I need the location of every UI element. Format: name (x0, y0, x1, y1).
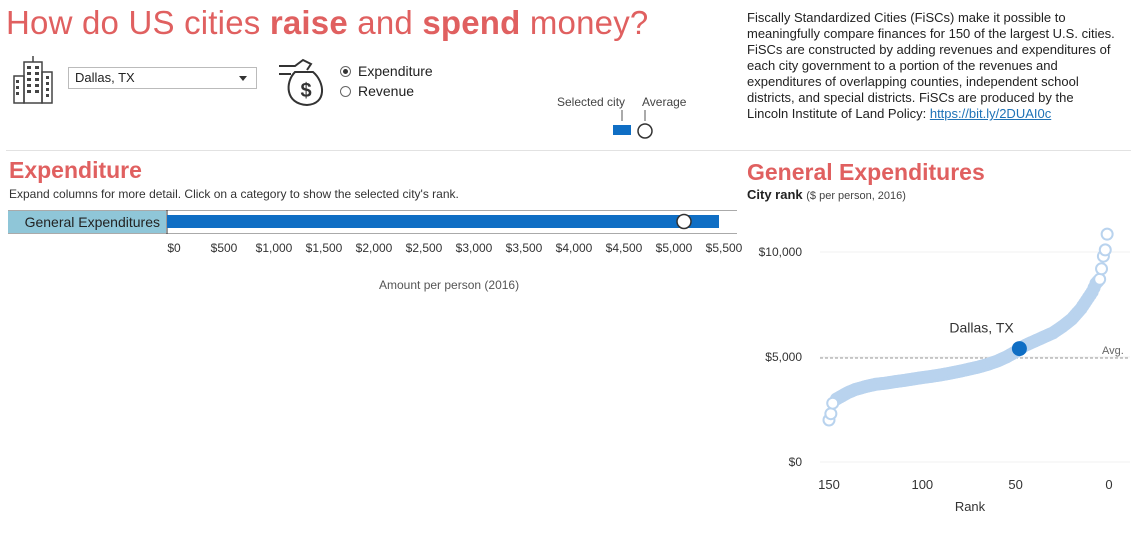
rank-subtitle: City rank ($ per person, 2016) (747, 187, 906, 202)
bar-x-tick: $500 (210, 241, 238, 255)
x-tick-label: 50 (1008, 477, 1022, 492)
title-raise: raise (269, 4, 348, 41)
category-label-general-expenditures[interactable]: General Expenditures (8, 211, 166, 233)
radio-revenue-label: Revenue (358, 83, 415, 99)
radio-expenditure-label: Expenditure (358, 63, 433, 79)
legend-average-label: Average (642, 95, 687, 109)
description-body: Fiscally Standardized Cities (FiSCs) mak… (747, 10, 1115, 121)
city-point-outline (1100, 227, 1114, 241)
money-bag-icon: $ (279, 58, 323, 107)
bar-x-tick: $4,500 (605, 241, 643, 255)
bar-x-tick: $4,000 (555, 241, 593, 255)
city-point-outline (1093, 272, 1107, 286)
city-buildings-icon (13, 56, 53, 104)
average-marker (676, 213, 692, 230)
bar-x-tick: $3,000 (455, 241, 493, 255)
bar-x-tick: $1,500 (305, 241, 343, 255)
highlight-label: Dallas, TX (949, 320, 1014, 336)
y-tick-label: $5,000 (765, 350, 802, 364)
city-select[interactable]: Dallas, TX (68, 67, 257, 89)
city-point-outline (826, 396, 840, 410)
rank-subtitle-small: ($ per person, 2016) (806, 190, 906, 202)
expenditure-subtitle: Expand columns for more detail. Click on… (9, 187, 459, 201)
city-point-outline (1095, 262, 1109, 276)
description-text: Fiscally Standardized Cities (FiSCs) mak… (747, 10, 1117, 122)
bar-x-tick: $5,000 (655, 241, 693, 255)
title-spend: spend (422, 4, 521, 41)
bar-x-tick: $2,500 (405, 241, 443, 255)
title-text-2: and (347, 4, 423, 41)
city-select-value: Dallas, TX (75, 70, 135, 85)
x-tick-label: 0 (1105, 477, 1112, 492)
source-link[interactable]: https://bit.ly/2DUAI0c (929, 106, 1052, 121)
x-tick-label: 100 (911, 477, 933, 492)
legend-selected-city-label: Selected city (557, 95, 626, 109)
bar-row-general-expenditures[interactable]: General Expenditures (8, 210, 737, 234)
y-tick-label: $0 (789, 455, 803, 469)
bar-x-tick: $1,000 (255, 241, 293, 255)
legend-selected-swatch (613, 125, 631, 135)
rank-scatter-chart: $0 $5,000 $10,000 150 100 50 0 Rank Avg. Dallas, … (759, 227, 1130, 514)
city-point-outline (1098, 243, 1112, 257)
expenditure-title: Expenditure (9, 157, 142, 183)
bar-general-expenditures (167, 215, 719, 228)
legend-average-circle (637, 123, 653, 139)
radio-expenditure[interactable]: Expenditure (340, 63, 433, 79)
radio-selected-icon (340, 65, 351, 77)
rank-subtitle-bold: City rank (747, 187, 803, 202)
title-text-1: How do US cities (6, 4, 270, 41)
bar-x-tick: $0 (167, 241, 181, 255)
bar-x-tick: $2,000 (355, 241, 393, 255)
general-expenditures-title: General Expenditures (747, 159, 985, 185)
bar-x-axis-title: Amount per person (2016) (379, 278, 520, 292)
chevron-down-icon (239, 76, 247, 81)
highlight-point (1011, 341, 1027, 357)
radio-revenue[interactable]: Revenue (340, 83, 414, 99)
bar-x-tick: $3,500 (505, 241, 543, 255)
city-point-outline (824, 407, 838, 421)
legend-marks (613, 110, 653, 139)
x-tick-label: 150 (818, 477, 840, 492)
expenditure-bar-chart (166, 210, 719, 234)
bar-x-tick: $5,500 (705, 241, 743, 255)
header-divider (6, 150, 1131, 151)
y-tick-label: $10,000 (759, 245, 803, 259)
average-line-label: Avg. (1102, 345, 1124, 357)
radio-unselected-icon (340, 85, 351, 97)
page-title: How do US cities raise and spend money? (6, 4, 648, 42)
title-text-3: money? (520, 4, 649, 41)
x-axis-title: Rank (955, 499, 986, 514)
svg-text:$: $ (300, 80, 311, 102)
